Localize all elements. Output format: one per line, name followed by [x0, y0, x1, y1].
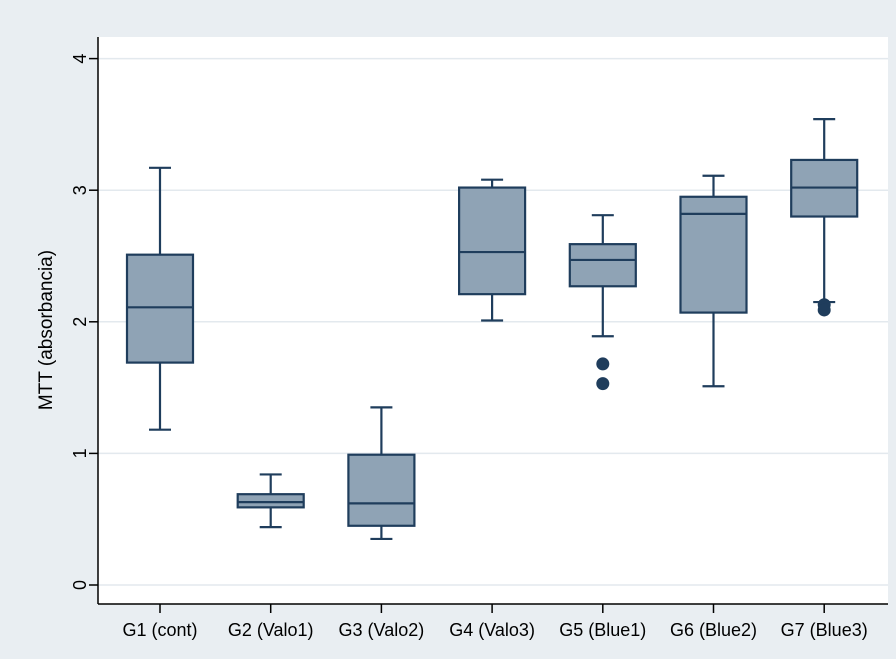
- y-tick-label: 1: [70, 448, 90, 458]
- box-group-2: [236, 473, 305, 529]
- y-tick-label: 4: [70, 54, 90, 64]
- x-tick-label: G1 (cont): [122, 620, 197, 640]
- gridlines: [98, 57, 888, 586]
- box-group-1: [125, 166, 195, 431]
- box-iqr: [568, 243, 637, 288]
- box-iqr: [125, 253, 195, 364]
- x-tick-label: G3 (Valo2): [339, 620, 425, 640]
- outlier-point: [596, 357, 610, 371]
- box-iqr: [679, 195, 748, 314]
- y-tick-label: 0: [70, 580, 90, 590]
- y-tick-label: 2: [70, 317, 90, 327]
- x-tick-label: G7 (Blue3): [781, 620, 868, 640]
- y-tick-label: 3: [70, 185, 90, 195]
- box-group-3: [347, 406, 416, 541]
- x-ticks: G1 (cont) G2 (Valo1) G3 (Valo2) G4 (Valo3) G…: [122, 604, 868, 640]
- outlier-point: [596, 377, 610, 391]
- boxes: [125, 118, 859, 541]
- y-ticks: 0 1 2 3 4: [70, 54, 98, 590]
- y-axis-title: MTT (absorbancia): [36, 250, 57, 410]
- box-group-4: [458, 178, 527, 322]
- box-group-5: [568, 214, 637, 391]
- axes: [97, 37, 888, 605]
- box-iqr: [458, 186, 527, 296]
- x-tick-label: G2 (Valo1): [228, 620, 314, 640]
- outlier-point: [817, 303, 831, 317]
- x-tick-label: G6 (Blue2): [670, 620, 757, 640]
- box-iqr: [236, 493, 305, 509]
- x-tick-label: G4 (Valo3): [449, 620, 535, 640]
- box-iqr: [347, 453, 416, 527]
- box-group-6: [679, 174, 748, 388]
- box-group-7: [790, 118, 859, 317]
- x-tick-label: G5 (Blue1): [559, 620, 646, 640]
